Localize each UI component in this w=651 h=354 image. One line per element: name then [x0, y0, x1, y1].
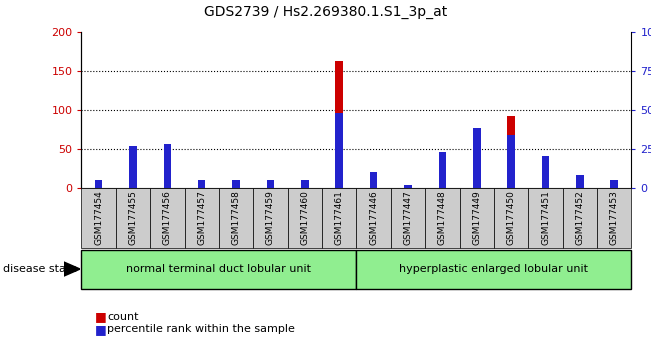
- Text: GSM177460: GSM177460: [300, 190, 309, 245]
- Bar: [232, 180, 240, 188]
- Bar: [95, 180, 102, 188]
- Bar: [267, 180, 274, 188]
- Text: GSM177454: GSM177454: [94, 190, 103, 245]
- Bar: [611, 180, 618, 188]
- Text: GSM177449: GSM177449: [472, 190, 481, 245]
- Bar: [335, 61, 343, 188]
- Bar: [542, 156, 549, 188]
- Text: GSM177447: GSM177447: [404, 190, 413, 245]
- Bar: [198, 185, 206, 188]
- Text: GSM177452: GSM177452: [575, 190, 585, 245]
- Bar: [370, 178, 378, 188]
- Text: count: count: [107, 312, 139, 322]
- Bar: [163, 155, 171, 188]
- Polygon shape: [64, 262, 80, 276]
- Bar: [473, 144, 480, 188]
- Text: GSM177446: GSM177446: [369, 190, 378, 245]
- Text: GSM177450: GSM177450: [506, 190, 516, 245]
- Text: GSM177458: GSM177458: [232, 190, 241, 245]
- Text: hyperplastic enlarged lobular unit: hyperplastic enlarged lobular unit: [400, 264, 589, 274]
- Bar: [129, 145, 137, 188]
- Bar: [404, 184, 412, 188]
- Text: ■: ■: [94, 310, 106, 323]
- Bar: [301, 180, 309, 188]
- Text: ■: ■: [94, 323, 106, 336]
- Bar: [129, 156, 137, 188]
- Bar: [576, 175, 584, 188]
- Text: GSM177448: GSM177448: [438, 190, 447, 245]
- Text: GSM177461: GSM177461: [335, 190, 344, 245]
- Bar: [611, 184, 618, 188]
- Bar: [507, 135, 515, 188]
- Bar: [404, 185, 412, 188]
- Text: GDS2739 / Hs2.269380.1.S1_3p_at: GDS2739 / Hs2.269380.1.S1_3p_at: [204, 5, 447, 19]
- Bar: [507, 116, 515, 188]
- Text: GSM177451: GSM177451: [541, 190, 550, 245]
- Text: GSM177453: GSM177453: [610, 190, 619, 245]
- Bar: [267, 185, 274, 188]
- Bar: [370, 172, 378, 188]
- Text: GSM177455: GSM177455: [128, 190, 137, 245]
- Text: normal terminal duct lobular unit: normal terminal duct lobular unit: [126, 264, 311, 274]
- Text: GSM177456: GSM177456: [163, 190, 172, 245]
- Text: percentile rank within the sample: percentile rank within the sample: [107, 324, 296, 334]
- Bar: [576, 184, 584, 188]
- Text: GSM177457: GSM177457: [197, 190, 206, 245]
- Bar: [439, 152, 446, 188]
- Bar: [335, 113, 343, 188]
- Bar: [163, 144, 171, 188]
- Bar: [232, 185, 240, 188]
- Bar: [95, 184, 102, 188]
- Text: GSM177459: GSM177459: [266, 190, 275, 245]
- Bar: [301, 185, 309, 188]
- Bar: [473, 129, 480, 188]
- Text: disease state: disease state: [3, 264, 77, 274]
- Bar: [542, 173, 549, 188]
- Bar: [198, 180, 206, 188]
- Bar: [439, 168, 446, 188]
